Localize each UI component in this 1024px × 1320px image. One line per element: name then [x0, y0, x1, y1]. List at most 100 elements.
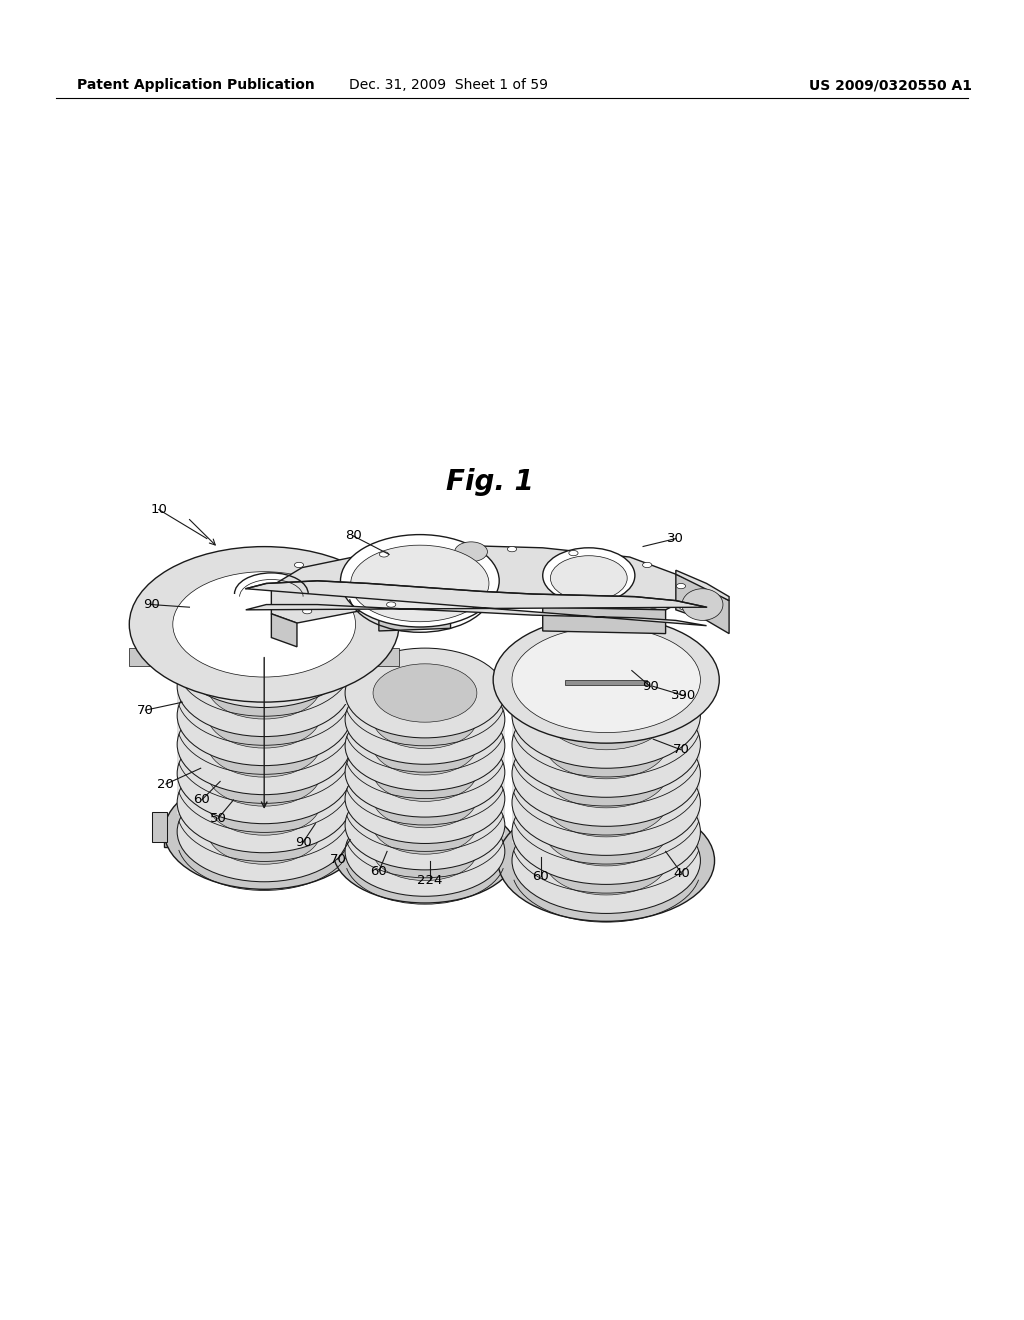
Text: Patent Application Publication: Patent Application Publication: [77, 78, 314, 92]
Ellipse shape: [386, 602, 395, 607]
Ellipse shape: [177, 636, 351, 737]
Ellipse shape: [177, 752, 351, 853]
Polygon shape: [543, 607, 666, 634]
Text: 224: 224: [418, 874, 442, 887]
Polygon shape: [129, 648, 399, 667]
Ellipse shape: [545, 797, 668, 866]
Ellipse shape: [677, 583, 686, 589]
Polygon shape: [177, 661, 351, 698]
Polygon shape: [512, 718, 700, 756]
Polygon shape: [271, 545, 696, 623]
Ellipse shape: [682, 589, 723, 620]
Text: 90: 90: [295, 836, 311, 849]
Ellipse shape: [575, 601, 584, 606]
Text: Fig. 1: Fig. 1: [445, 467, 534, 496]
Text: 50: 50: [210, 812, 226, 825]
Polygon shape: [345, 671, 505, 704]
Ellipse shape: [345, 754, 505, 843]
Ellipse shape: [345, 807, 505, 896]
Polygon shape: [512, 805, 700, 843]
Ellipse shape: [340, 535, 500, 627]
Polygon shape: [177, 719, 351, 756]
Ellipse shape: [208, 770, 321, 836]
Polygon shape: [271, 614, 297, 647]
Ellipse shape: [512, 663, 700, 768]
Ellipse shape: [373, 796, 477, 854]
Ellipse shape: [551, 556, 627, 601]
Ellipse shape: [373, 743, 477, 801]
Text: Dec. 31, 2009  Sheet 1 of 59: Dec. 31, 2009 Sheet 1 of 59: [349, 78, 548, 92]
Ellipse shape: [208, 653, 321, 719]
Ellipse shape: [208, 799, 321, 865]
Polygon shape: [512, 776, 700, 814]
Ellipse shape: [494, 616, 719, 743]
Ellipse shape: [303, 609, 311, 614]
Text: 60: 60: [532, 870, 549, 883]
Ellipse shape: [545, 768, 668, 837]
Ellipse shape: [345, 780, 505, 870]
Ellipse shape: [373, 770, 477, 828]
Ellipse shape: [545, 710, 668, 779]
Ellipse shape: [345, 648, 505, 738]
Polygon shape: [379, 605, 451, 631]
Ellipse shape: [508, 546, 516, 552]
Ellipse shape: [177, 665, 351, 766]
Text: 90: 90: [642, 680, 658, 693]
Polygon shape: [676, 574, 729, 634]
Ellipse shape: [208, 682, 321, 748]
Ellipse shape: [295, 562, 303, 568]
Text: 70: 70: [673, 743, 689, 756]
Ellipse shape: [208, 711, 321, 777]
Polygon shape: [177, 748, 351, 785]
Polygon shape: [345, 829, 505, 862]
Ellipse shape: [373, 664, 477, 722]
Text: 40: 40: [674, 867, 690, 880]
Text: 90: 90: [143, 598, 160, 611]
Ellipse shape: [177, 607, 351, 708]
Text: 60: 60: [194, 793, 210, 807]
Ellipse shape: [455, 543, 487, 562]
Polygon shape: [512, 834, 700, 873]
Ellipse shape: [177, 781, 351, 882]
Polygon shape: [345, 803, 505, 836]
Ellipse shape: [373, 690, 477, 748]
Ellipse shape: [543, 548, 635, 603]
Ellipse shape: [569, 550, 578, 556]
Ellipse shape: [164, 774, 365, 890]
Text: 60: 60: [371, 865, 387, 878]
Ellipse shape: [512, 627, 700, 733]
Text: 10: 10: [151, 503, 167, 516]
Polygon shape: [512, 747, 700, 785]
Text: 30: 30: [668, 532, 684, 545]
Ellipse shape: [649, 603, 657, 609]
Text: 80: 80: [345, 529, 361, 543]
Ellipse shape: [512, 750, 700, 855]
Ellipse shape: [373, 717, 477, 775]
Ellipse shape: [345, 675, 505, 764]
Ellipse shape: [545, 681, 668, 750]
Ellipse shape: [545, 826, 668, 895]
Polygon shape: [676, 570, 729, 601]
Polygon shape: [345, 723, 505, 756]
Text: US 2009/0320550 A1: US 2009/0320550 A1: [809, 78, 973, 92]
Polygon shape: [512, 689, 700, 727]
Polygon shape: [164, 825, 365, 847]
Polygon shape: [345, 776, 505, 809]
Ellipse shape: [512, 808, 700, 913]
Ellipse shape: [512, 721, 700, 826]
Ellipse shape: [545, 739, 668, 808]
Text: 70: 70: [137, 704, 154, 717]
Polygon shape: [345, 750, 505, 783]
Polygon shape: [345, 697, 505, 730]
Ellipse shape: [129, 546, 399, 702]
Polygon shape: [177, 632, 351, 669]
Text: 390: 390: [672, 689, 696, 702]
Ellipse shape: [643, 562, 651, 568]
Ellipse shape: [680, 605, 688, 610]
Polygon shape: [565, 680, 647, 685]
Ellipse shape: [177, 694, 351, 795]
Polygon shape: [152, 812, 167, 842]
Polygon shape: [177, 690, 351, 727]
Ellipse shape: [208, 624, 321, 690]
Ellipse shape: [512, 779, 700, 884]
